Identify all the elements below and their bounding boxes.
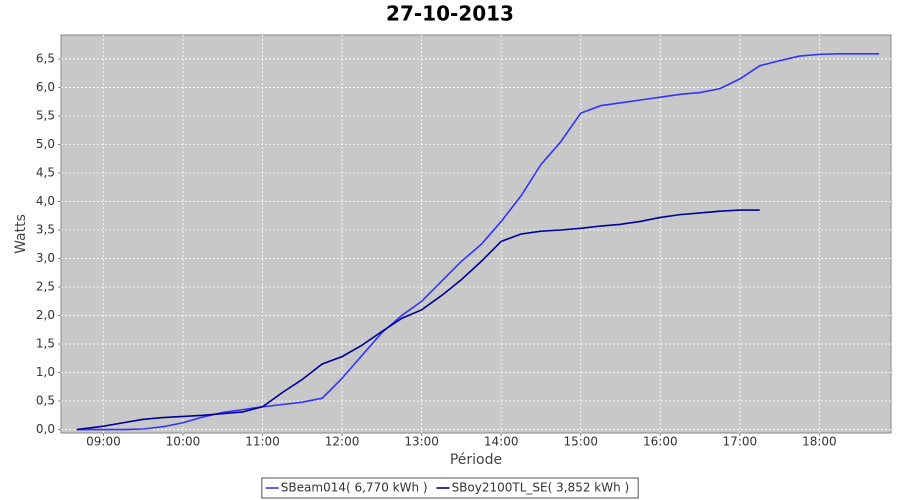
- x-axis-label: Période: [450, 452, 502, 468]
- x-tick-label: 17:00: [723, 435, 758, 449]
- y-axis-label: Watts: [13, 214, 29, 254]
- y-tick-label: 3,0: [36, 251, 55, 265]
- x-tick-label: 11:00: [245, 435, 280, 449]
- legend-label: SBoy2100TL_SE( 3,852 kWh ): [452, 481, 630, 495]
- y-tick-label: 1,5: [36, 337, 55, 351]
- x-tick-label: 10:00: [166, 435, 201, 449]
- y-tick-label: 2,0: [36, 308, 55, 322]
- y-tick-label: 3,5: [36, 223, 55, 237]
- x-tick-label: 14:00: [484, 435, 519, 449]
- legend-box: [261, 477, 639, 499]
- y-tick-label: 4,0: [36, 194, 55, 208]
- y-tick-label: 0,0: [36, 422, 55, 436]
- x-tick-label: 15:00: [563, 435, 598, 449]
- x-tick-label: 16:00: [643, 435, 678, 449]
- plot-area: [60, 34, 892, 434]
- legend-label: SBeam014( 6,770 kWh ): [281, 481, 428, 495]
- y-tick-label: 5,5: [36, 108, 55, 122]
- y-tick-label: 6,0: [36, 80, 55, 94]
- y-tick-label: 6,5: [36, 51, 55, 65]
- y-tick-label: 1,0: [36, 365, 55, 379]
- x-tick-label: 13:00: [404, 435, 439, 449]
- y-tick-label: 5,0: [36, 137, 55, 151]
- series-line: [76, 209, 760, 431]
- y-tick-label: 0,5: [36, 394, 55, 408]
- y-tick-label: 2,5: [36, 280, 55, 294]
- x-tick-label: 09:00: [86, 435, 121, 449]
- x-tick-label: 18:00: [802, 435, 837, 449]
- chart-title: 27-10-2013: [386, 2, 514, 26]
- y-tick-label: 4,5: [36, 165, 55, 179]
- x-tick-label: 12:00: [325, 435, 360, 449]
